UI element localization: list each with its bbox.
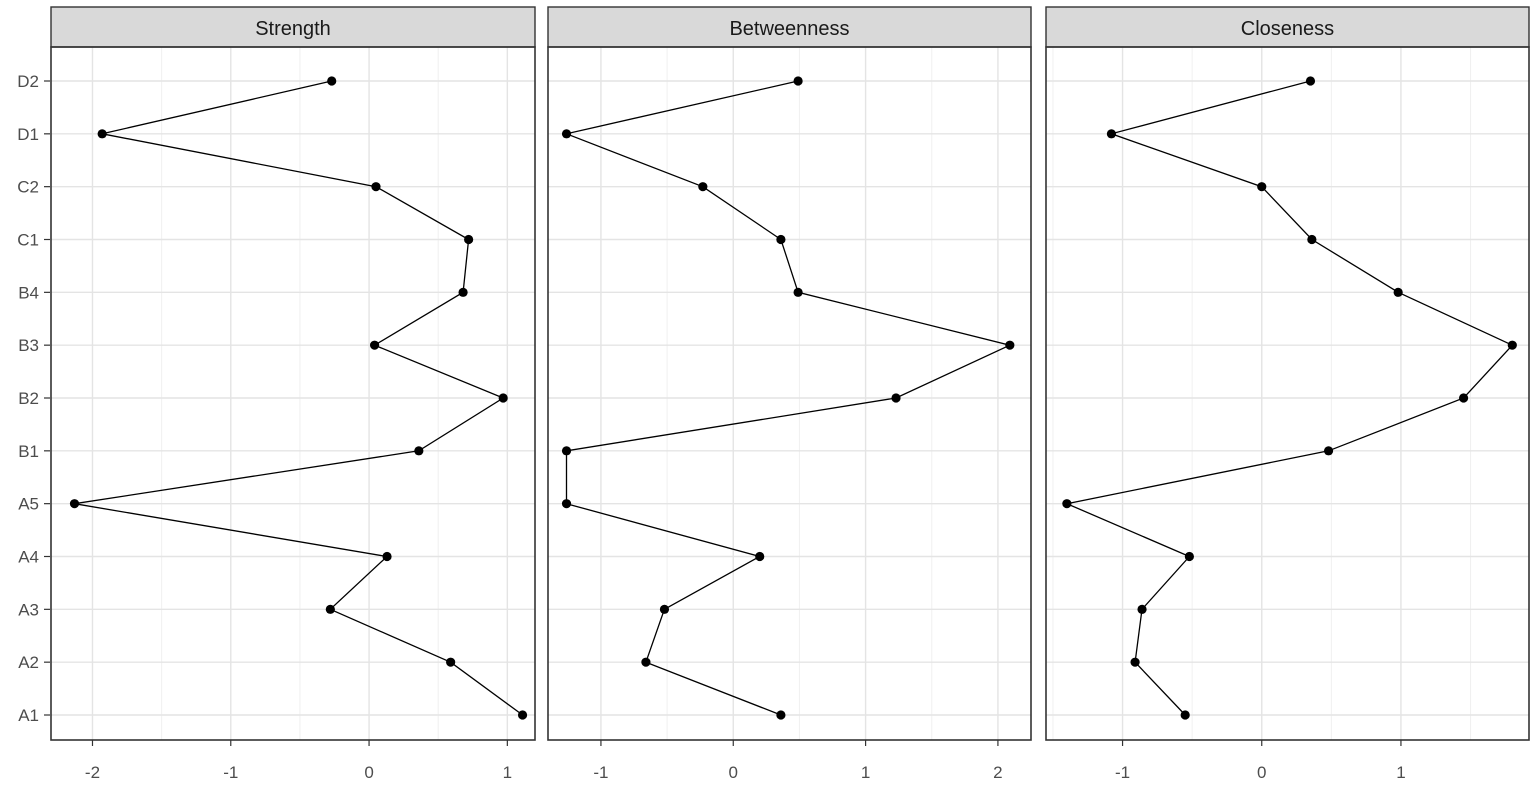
data-point-b4 [1393,287,1403,297]
data-point-a4 [382,551,392,562]
panel-background [1046,47,1529,740]
data-point-b3 [1005,340,1015,350]
data-point-b2 [1458,393,1469,403]
x-tick-label: -1 [1115,763,1130,782]
facet-panel-betweenness: Betweenness -1 0 1 2 [547,6,1032,782]
y-tick-label: B1 [18,442,39,461]
data-point-d1 [1106,129,1117,139]
x-tick-label: 0 [1257,763,1266,782]
data-point-c2 [1257,182,1267,192]
y-tick-label: B3 [18,336,39,355]
y-tick-label: B4 [18,283,39,302]
facet-title: Closeness [1241,18,1334,40]
x-tick-label: 0 [364,763,373,782]
data-point-b1 [561,446,572,456]
x-tick-label: 2 [993,763,1002,782]
facet-strip [547,6,1032,48]
x-tick-label: -2 [85,763,100,782]
facet-panel-strength: Strength -2 -1 0 1 [50,6,536,782]
data-point-a2 [641,657,651,667]
data-point-d1 [97,129,107,139]
y-tick-label: A3 [18,600,39,619]
data-point-a1 [776,710,786,720]
y-tick-label: A2 [18,653,39,672]
panel-border [1045,46,1530,741]
data-point-c2 [371,182,381,192]
facet-title: Betweenness [729,18,849,40]
y-tick-label: A1 [18,706,39,725]
data-point-a1 [517,710,528,720]
data-point-d2 [327,76,337,86]
panel-border [50,46,536,741]
data-point-c1 [776,234,786,245]
data-point-d2 [793,76,803,86]
data-point-b2 [891,393,901,403]
data-point-a5 [69,499,80,509]
data-point-c1 [1307,234,1317,245]
y-tick-label: A5 [18,495,39,514]
facet-strip [50,6,536,48]
data-point-a4 [1184,551,1194,562]
data-point-a2 [446,657,456,667]
data-point-a5 [561,499,572,509]
data-point-b1 [1323,446,1334,456]
data-point-a2 [1130,657,1140,667]
data-point-d2 [1305,76,1316,86]
x-tick-label: -1 [223,763,238,782]
x-tick-label: 1 [861,763,870,782]
y-tick-label: B2 [18,389,39,408]
x-tick-label: 0 [729,763,738,782]
data-point-a4 [755,551,765,562]
y-tick-label: C1 [17,231,39,250]
data-point-b4 [458,287,468,297]
data-point-b2 [498,393,508,403]
data-point-a3 [659,604,670,614]
facet-panel-closeness: Closeness -1 0 1 [1045,6,1530,782]
data-point-a5 [1062,499,1072,509]
data-point-c1 [464,234,474,245]
x-tick-label: -1 [593,763,608,782]
x-tick-label: 1 [1396,763,1405,782]
data-point-a1 [1180,710,1190,720]
y-tick-label: C2 [17,178,39,197]
data-point-d1 [561,129,572,139]
data-point-b1 [414,446,424,456]
facet-strip [1045,6,1530,48]
y-tick-label: D1 [17,125,39,144]
data-point-a3 [325,604,335,614]
panel-background [548,47,1031,740]
data-point-a3 [1137,604,1147,614]
data-point-b3 [1507,340,1517,350]
data-point-b4 [793,287,803,297]
y-tick-label: A4 [18,548,39,567]
facet-title: Strength [255,18,331,40]
panel-background [51,47,535,740]
x-tick-label: 1 [503,763,512,782]
data-point-b3 [369,340,380,350]
y-tick-label: D2 [17,72,39,91]
data-point-c2 [698,182,708,192]
panel-border [547,46,1032,741]
